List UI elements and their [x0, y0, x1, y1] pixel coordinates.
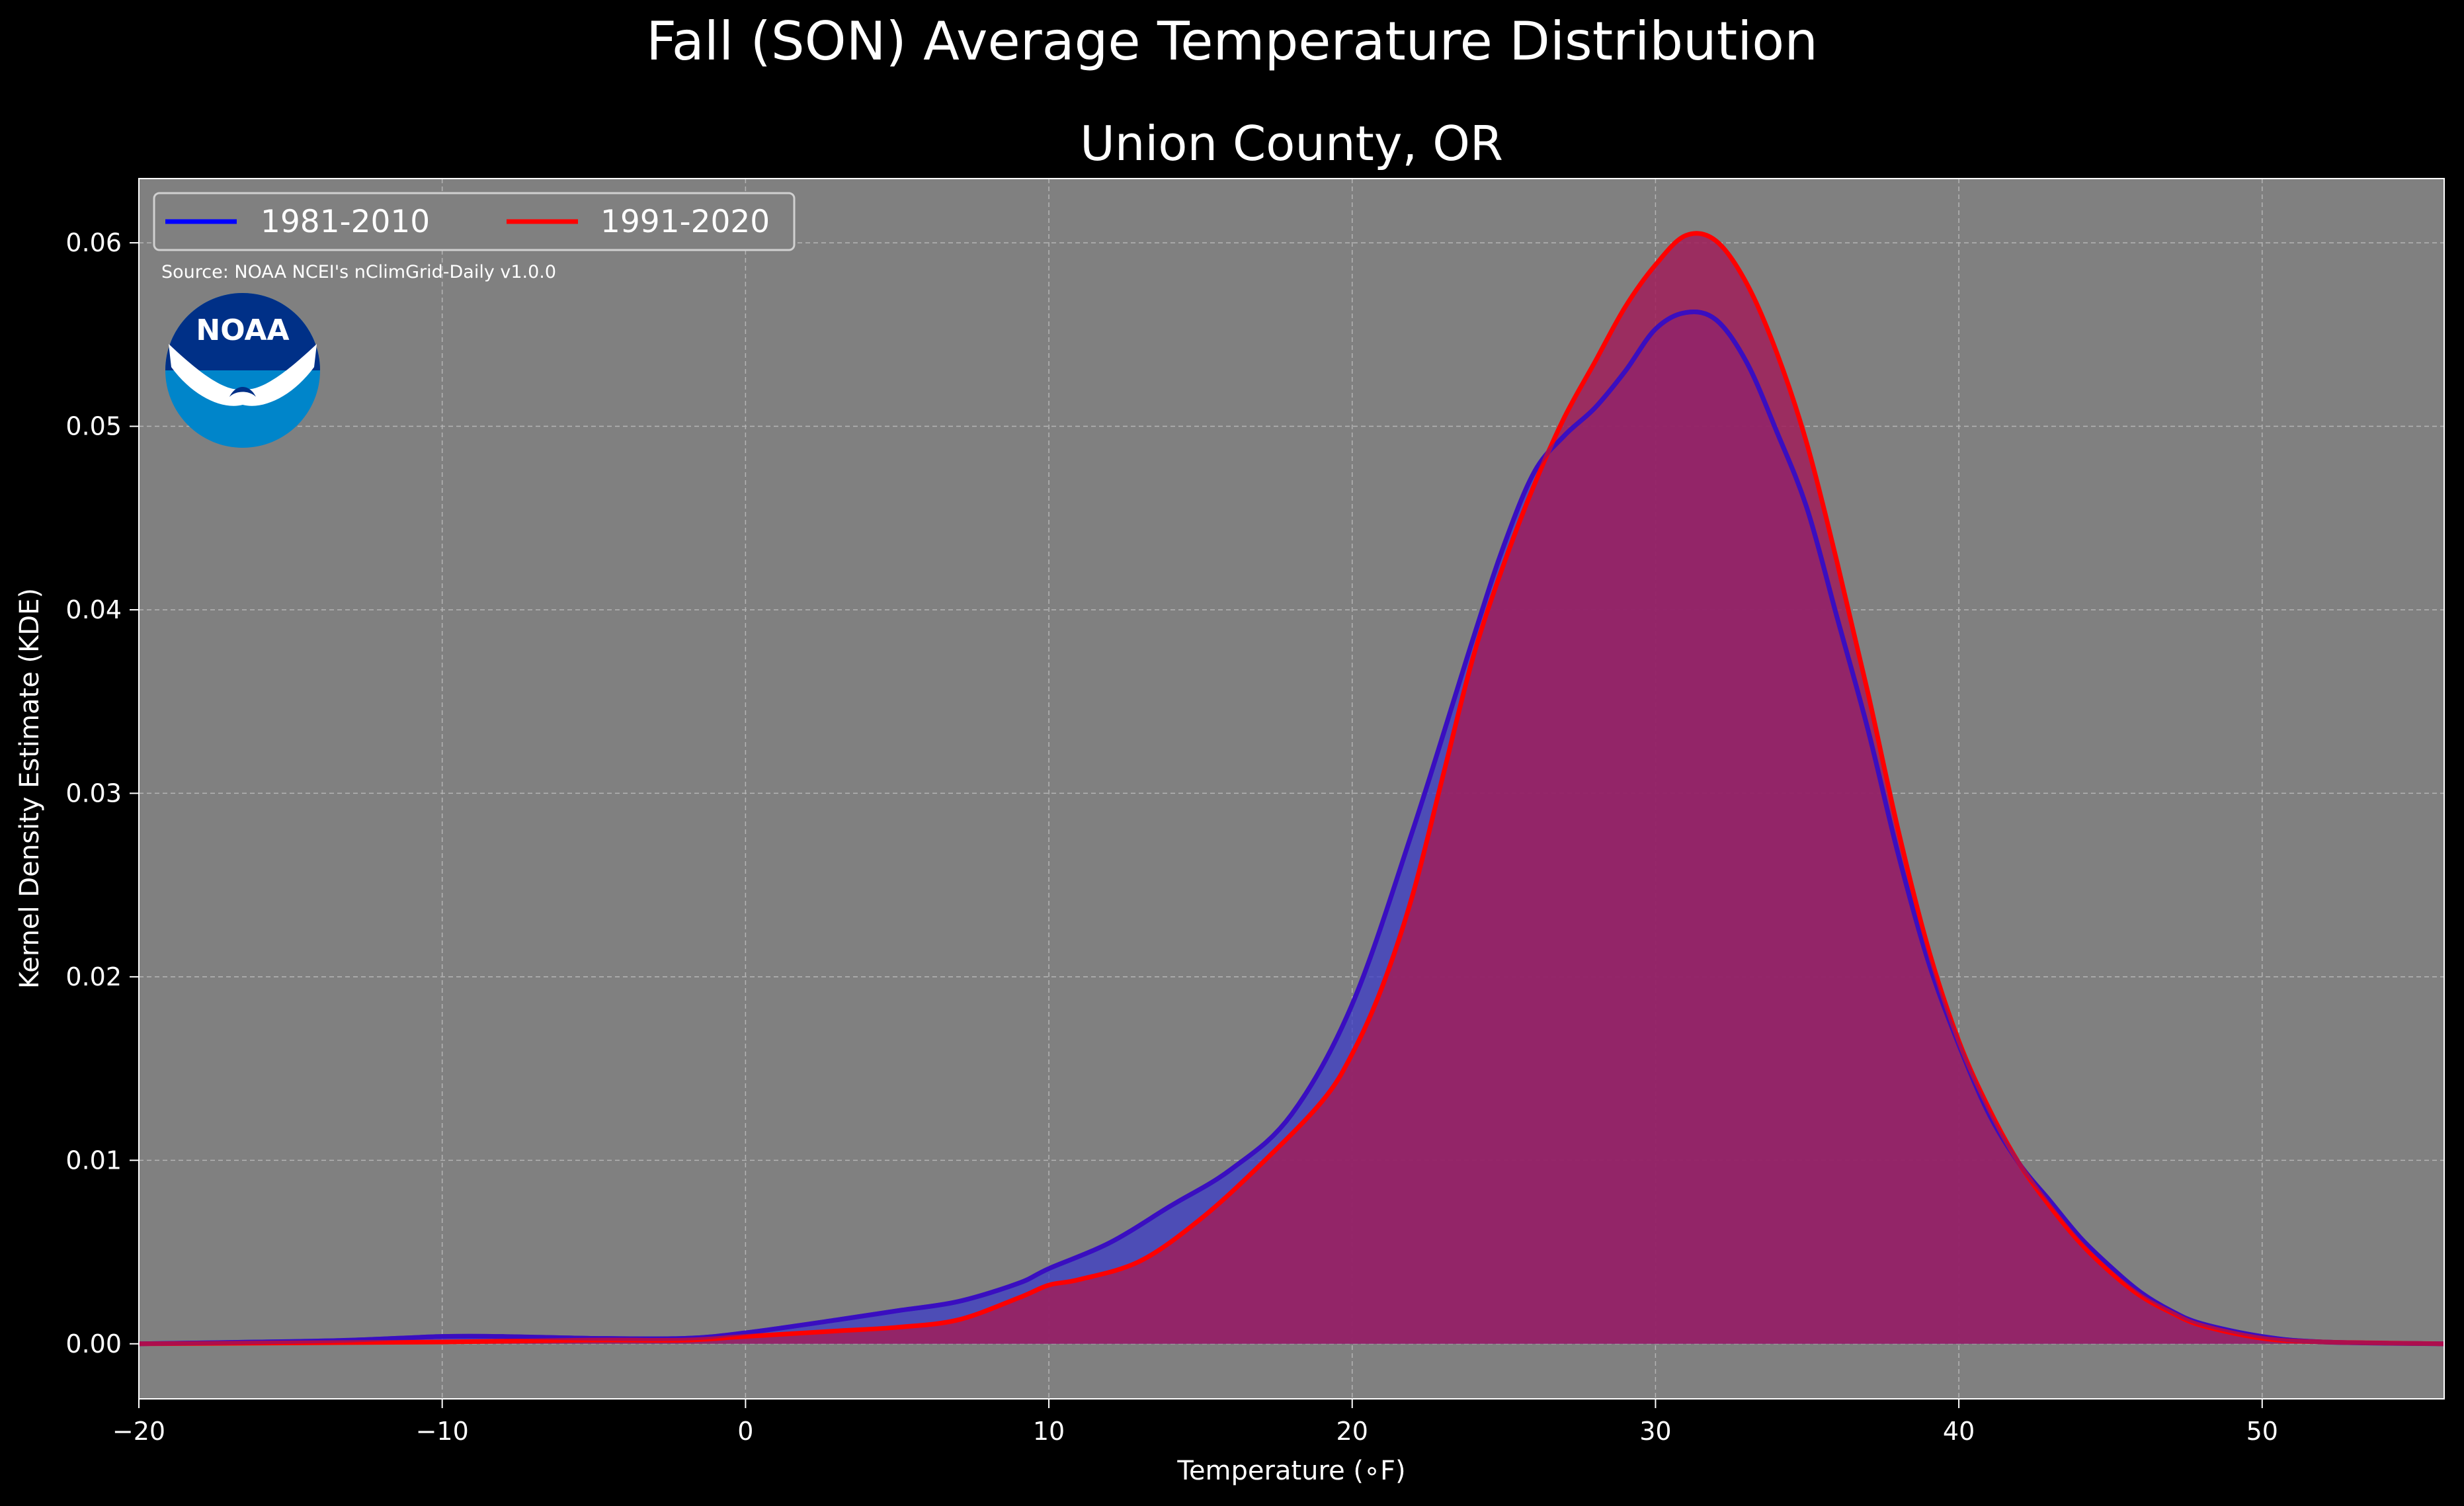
y-axis: 0.00 0.01 0.02 0.03 0.04 0.05 0.06: [65, 228, 139, 1359]
y-axis-label: Kernel Density Estimate (KDE): [15, 588, 45, 989]
y-tick-label: 0.05: [65, 412, 122, 441]
x-tick-label: −20: [112, 1417, 165, 1446]
x-tick-label: 20: [1336, 1417, 1368, 1446]
x-tick-label: 0: [737, 1417, 753, 1446]
axes-frame: [138, 178, 2445, 1400]
y-tick-label: 0.06: [65, 228, 122, 257]
x-axis: −20 −10 0 10 20 30 40 50: [112, 1399, 2278, 1446]
noaa-logo-icon: NOAA: [165, 293, 320, 448]
x-tick-label: −10: [416, 1417, 469, 1446]
legend-label-1991-2020: 1991-2020: [600, 204, 770, 240]
x-tick-label: 30: [1639, 1417, 1671, 1446]
x-tick-label: 50: [2246, 1417, 2278, 1446]
y-tick-label: 0.04: [65, 595, 122, 624]
legend-label-1981-2010: 1981-2010: [261, 204, 430, 240]
y-tick-label: 0.01: [65, 1146, 122, 1175]
series-layer: [139, 231, 2444, 1347]
y-tick-label: 0.02: [65, 962, 122, 991]
noaa-logo-text: NOAA: [196, 314, 289, 347]
chart-subtitle: Union County, OR: [1080, 116, 1503, 171]
series-fill-1991-2020: [139, 233, 2444, 1344]
series-line-overlap-1981-2010: [139, 310, 2444, 1347]
x-tick-label: 40: [1943, 1417, 1975, 1446]
source-note: Source: NOAA NCEI's nClimGrid-Daily v1.0…: [161, 262, 556, 282]
y-tick-label: 0.03: [65, 778, 122, 808]
x-tick-label: 10: [1033, 1417, 1065, 1446]
chart-title: Fall (SON) Average Temperature Distribut…: [646, 11, 1818, 72]
legend: 1981-2010 1991-2020: [153, 192, 796, 251]
y-tick-label: 0.00: [65, 1329, 122, 1359]
legend-box: [153, 192, 796, 251]
x-axis-label: Temperature (∘F): [1176, 1456, 1405, 1486]
